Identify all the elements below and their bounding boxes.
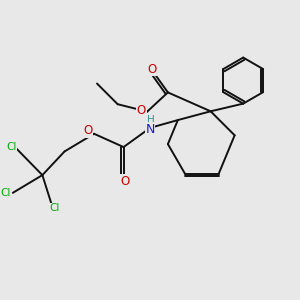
Text: H: H	[147, 115, 154, 124]
Text: Cl: Cl	[6, 142, 16, 152]
Text: O: O	[83, 124, 93, 137]
Text: Cl: Cl	[0, 188, 11, 198]
Text: Cl: Cl	[49, 203, 59, 214]
Text: O: O	[147, 63, 156, 76]
Text: N: N	[146, 123, 155, 136]
Text: O: O	[137, 103, 146, 117]
Text: O: O	[120, 175, 130, 188]
